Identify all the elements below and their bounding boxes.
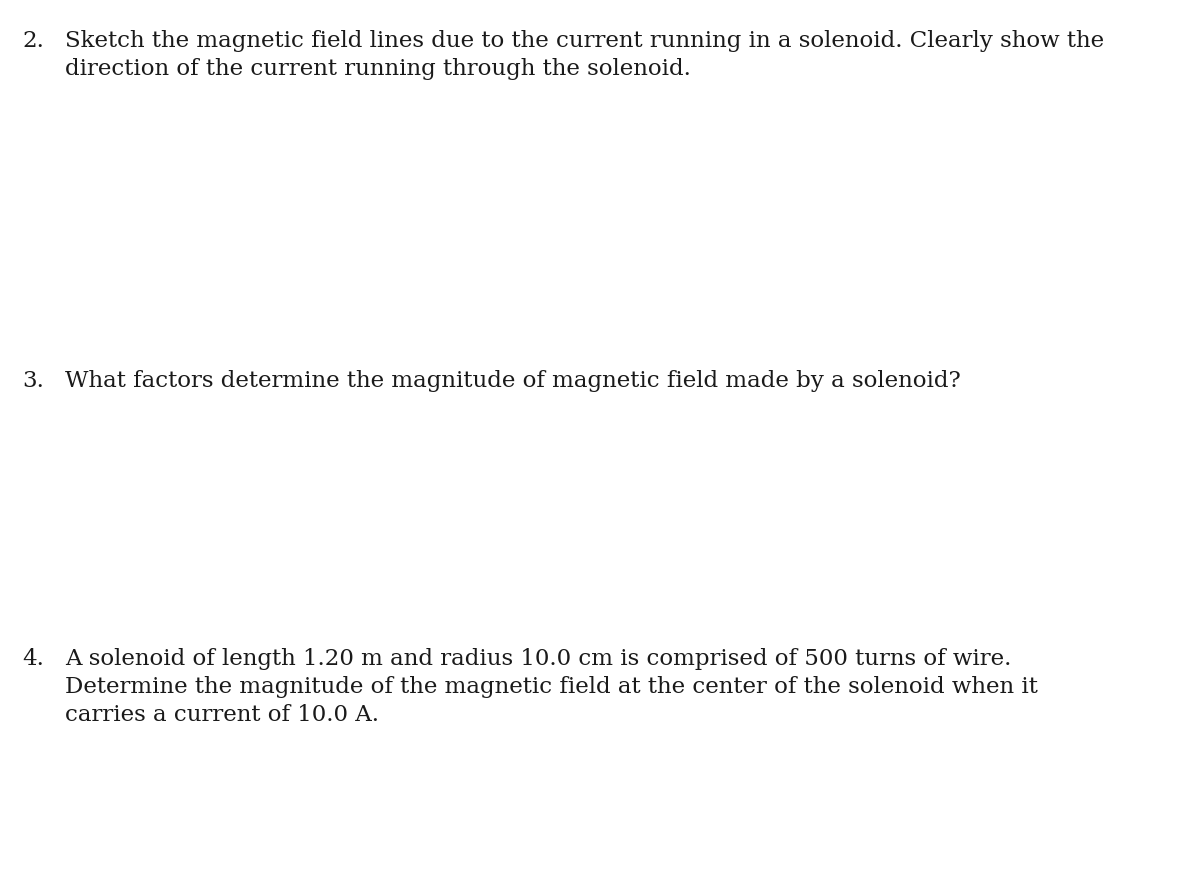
Text: 3.: 3. <box>22 370 44 392</box>
Text: A solenoid of length 1.20 m and radius 10.0 cm is comprised of 500 turns of wire: A solenoid of length 1.20 m and radius 1… <box>65 648 1012 670</box>
Text: 4.: 4. <box>22 648 44 670</box>
Text: direction of the current running through the solenoid.: direction of the current running through… <box>65 58 691 80</box>
Text: 2.: 2. <box>22 30 44 52</box>
Text: carries a current of 10.0 A.: carries a current of 10.0 A. <box>65 704 379 726</box>
Text: Determine the magnitude of the magnetic field at the center of the solenoid when: Determine the magnitude of the magnetic … <box>65 676 1038 698</box>
Text: Sketch the magnetic field lines due to the current running in a solenoid. Clearl: Sketch the magnetic field lines due to t… <box>65 30 1104 52</box>
Text: What factors determine the magnitude of magnetic field made by a solenoid?: What factors determine the magnitude of … <box>65 370 961 392</box>
